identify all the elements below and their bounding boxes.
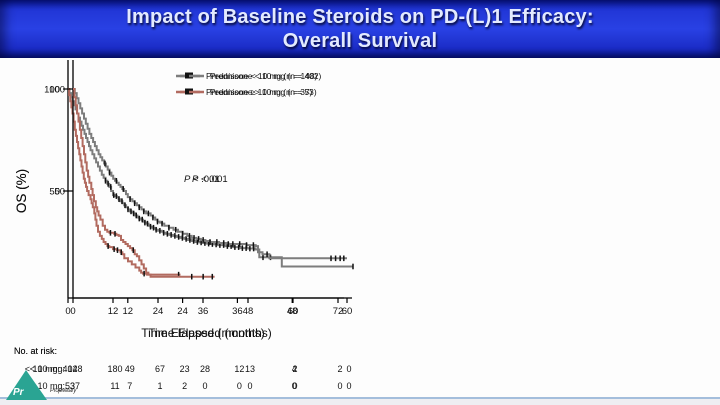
at-risk-row-label: ≥ 10 mg: (30, 381, 65, 391)
x-tick-label: 48 (287, 306, 298, 317)
at-risk-value: 148 (67, 364, 82, 374)
at-risk-value: 0 (202, 381, 207, 391)
logo-initials: Pr (13, 387, 24, 398)
p-value: P < .001 (192, 174, 228, 185)
at-risk-value: 180 (107, 364, 122, 374)
at-risk-value: 23 (180, 364, 190, 374)
x-tick-label: 36 (198, 306, 209, 317)
at-risk-header: No. at risk: (14, 346, 57, 356)
y-tick-label: 100 (49, 85, 65, 96)
y-axis-title: OS (%) (14, 169, 29, 213)
x-tick-label: 24 (153, 306, 164, 317)
at-risk-value: 49 (125, 364, 135, 374)
legend-label: Prednisone ≥ 10 mg (n = 37) (206, 87, 313, 97)
km-curve (68, 88, 181, 276)
at-risk-value: 0 (346, 381, 351, 391)
x-tick-label: 24 (177, 306, 188, 317)
at-risk-value: 4 (292, 364, 297, 374)
at-risk-value: 2 (182, 381, 187, 391)
at-risk-value: 53 (65, 381, 75, 391)
slide-title-line1: Impact of Baseline Steroids on PD-(L)1 E… (126, 6, 594, 28)
at-risk-value: 11 (110, 381, 119, 391)
at-risk-value: 0 (292, 381, 297, 391)
at-risk-value: 12 (234, 364, 244, 374)
legend-censor-mark (185, 72, 189, 79)
p-value: P < .001 (184, 174, 220, 185)
at-risk-value: 0 (247, 381, 252, 391)
provider-logo: Pr Proprietary (6, 368, 126, 400)
x-tick-label: 48 (243, 306, 254, 317)
y-tick-label: 100 (44, 85, 60, 96)
logo-triangle-icon: Pr (6, 370, 47, 400)
at-risk-value: 2 (292, 364, 297, 374)
y-tick-label: 50 (49, 187, 60, 198)
x-tick-label: 36 (232, 306, 243, 317)
bottom-rule (0, 397, 720, 399)
at-risk-row-label: < 10 mg: (25, 364, 60, 374)
slide-title-line2: Overall Survival (282, 30, 438, 52)
x-tick-label: 0 (65, 306, 70, 317)
km-curve (73, 88, 215, 278)
at-risk-row-label: < 10 mg: (30, 364, 65, 374)
at-risk-value: 0 (346, 364, 351, 374)
x-axis-title: Time Elapsed (months) (148, 326, 272, 340)
at-risk-value: 67 (155, 364, 165, 374)
x-tick-label: 60 (288, 306, 299, 317)
y-tick-label: 50 (54, 187, 65, 198)
km-curve (73, 88, 347, 260)
legend-censor-mark (185, 88, 189, 95)
x-axis-title: Time Elapsed (months) (141, 326, 265, 340)
title-band: Impact of Baseline Steroids on PD-(L)1 E… (0, 0, 720, 58)
at-risk-value: 0 (292, 381, 297, 391)
triangle-icon (6, 370, 47, 400)
legend-label: Prednisone > 10 mg (n = 53) (210, 87, 317, 97)
x-tick-label: 12 (123, 306, 134, 317)
legend-label: Prednisone < 10 mg (n = 402) (210, 71, 321, 81)
at-risk-header: No. at risk: (14, 346, 57, 356)
x-tick-label: 12 (108, 306, 119, 317)
at-risk-value: 402 (62, 364, 77, 374)
at-risk-value: 1 (157, 381, 162, 391)
at-risk-value: 0 (337, 381, 342, 391)
x-tick-label: 0 (70, 306, 75, 317)
at-risk-value: 28 (200, 364, 210, 374)
at-risk-value: 0 (237, 381, 242, 391)
at-risk-value: 13 (245, 364, 255, 374)
x-tick-label: 72 (333, 306, 344, 317)
at-risk-value: 7 (127, 381, 132, 391)
legend-label: Prednisone < 10 mg (n = 148) (206, 71, 317, 81)
at-risk-value: 2 (337, 364, 342, 374)
logo-wordmark: Proprietary (50, 388, 77, 394)
x-tick-label: 60 (342, 306, 353, 317)
y-axis-title: OS (%) (14, 169, 29, 213)
at-risk-value: 37 (70, 381, 80, 391)
bottom-strip (0, 399, 720, 405)
